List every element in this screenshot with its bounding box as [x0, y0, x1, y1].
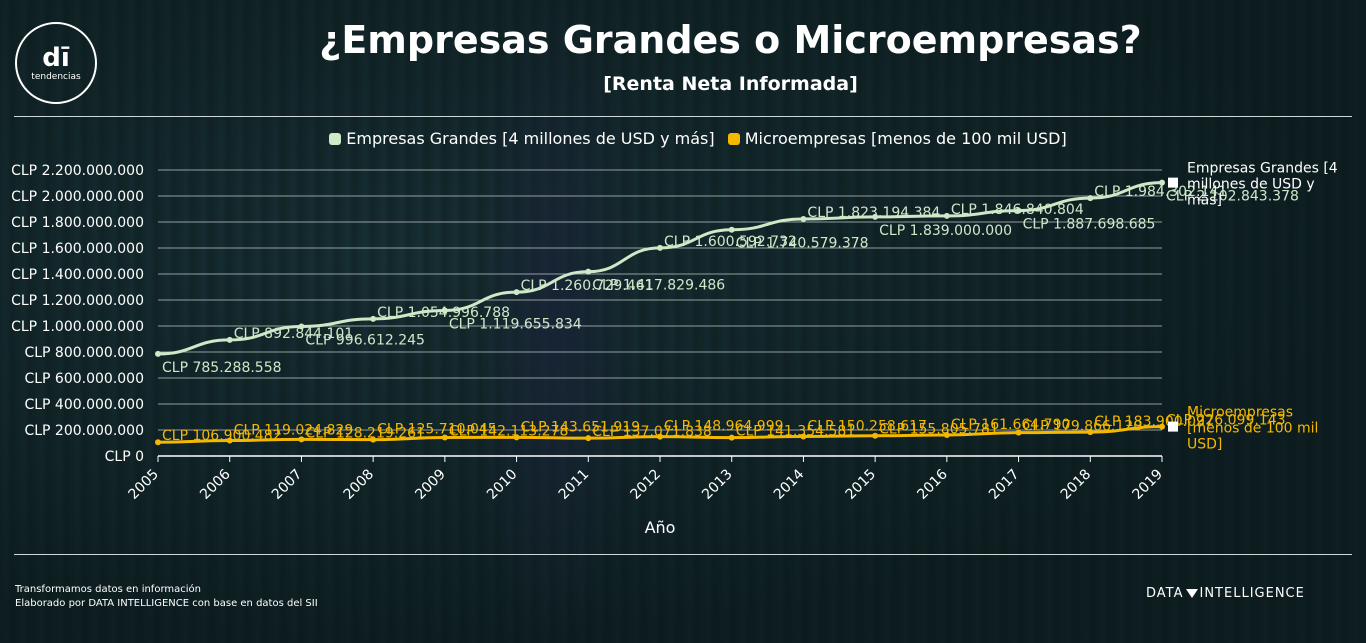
data-point [1087, 195, 1093, 201]
x-tick-label: 2016 [914, 466, 951, 503]
x-tick-label: 2018 [1058, 466, 1095, 503]
x-tick-label: 2012 [627, 466, 664, 503]
x-tick-label: 2013 [699, 466, 736, 503]
data-point [585, 269, 591, 275]
series-end-label: Microempresas [menos de 100 mil USD] [1187, 405, 1318, 453]
x-tick-label: 2017 [986, 466, 1023, 503]
series-end-marker [1168, 422, 1178, 432]
brand-left: DATA [1146, 586, 1184, 601]
data-point [370, 437, 376, 443]
x-tick-label: 2010 [484, 466, 521, 503]
y-tick-label: CLP 1.600.000.000 [11, 241, 144, 257]
data-point [514, 289, 520, 295]
y-tick-label: CLP 2.200.000.000 [11, 163, 144, 179]
data-point [442, 307, 448, 313]
data-point [800, 433, 806, 439]
data-point [657, 434, 663, 440]
x-tick-label: 2019 [1129, 466, 1166, 503]
data-label: CLP 1.887.698.685 [1023, 217, 1156, 233]
series-end-label-line: USD] [1187, 437, 1222, 453]
data-point [155, 351, 161, 357]
data-point [1016, 430, 1022, 436]
data-label: CLP 1.119.655.834 [449, 316, 582, 332]
series-end-label-line: [menos de 100 mil [1187, 421, 1318, 437]
y-tick-label: CLP 1.800.000.000 [11, 215, 144, 231]
footer-line-2: Elaborado por DATA INTELLIGENCE con base… [15, 597, 318, 611]
y-tick-label: CLP 1.000.000.000 [11, 319, 144, 335]
data-label: CLP 785.288.558 [162, 360, 282, 376]
data-point [370, 316, 376, 322]
y-tick-label: CLP 400.000.000 [24, 397, 144, 413]
data-point [585, 435, 591, 441]
data-label: CLP 1.740.579.378 [736, 236, 869, 252]
data-point [1159, 180, 1165, 186]
data-point [1087, 429, 1093, 435]
brand-right: INTELLIGENCE [1200, 586, 1305, 601]
data-point [442, 435, 448, 441]
x-tick-label: 2014 [771, 466, 808, 503]
series-end-label-line: millones de USD y [1187, 177, 1315, 193]
footer-notes: Transformamos datos en información Elabo… [15, 583, 318, 611]
data-point [514, 434, 520, 440]
x-tick-label: 2007 [269, 466, 306, 503]
series-end-label-line: Microempresas [1187, 405, 1293, 421]
y-tick-label: CLP 600.000.000 [24, 371, 144, 387]
data-label: CLP 1.417.829.486 [592, 278, 725, 294]
y-tick-label: CLP 1.200.000.000 [11, 293, 144, 309]
series-end-label-line: Empresas Grandes [4 [1187, 161, 1338, 177]
data-intelligence-logo: DATA INTELLIGENCE [1146, 586, 1305, 601]
x-tick-label: 2015 [843, 466, 880, 503]
data-point [657, 245, 663, 251]
data-point [298, 436, 304, 442]
series-end-label-line: más] [1187, 193, 1222, 209]
x-tick-label: 2008 [341, 466, 378, 503]
y-tick-label: CLP 200.000.000 [24, 423, 144, 439]
data-point [298, 323, 304, 329]
data-point [1159, 424, 1165, 430]
data-label: CLP 1.839.000.000 [879, 223, 1012, 239]
data-point [944, 213, 950, 219]
data-point [944, 432, 950, 438]
brand-hourglass-icon [1186, 589, 1198, 598]
footer-line-1: Transformamos datos en información [15, 583, 318, 597]
y-tick-label: CLP 0 [105, 449, 144, 465]
data-point [1016, 208, 1022, 214]
series-end-marker [1168, 178, 1178, 188]
x-tick-label: 2011 [556, 466, 593, 503]
y-tick-label: CLP 2.000.000.000 [11, 189, 144, 205]
data-point [800, 216, 806, 222]
data-point [227, 337, 233, 343]
x-tick-label: 2006 [197, 466, 234, 503]
data-point [729, 435, 735, 441]
x-axis-title: Año [645, 518, 676, 537]
data-point [872, 214, 878, 220]
y-tick-label: CLP 1.400.000.000 [11, 267, 144, 283]
x-tick-label: 2005 [125, 466, 162, 503]
data-label: CLP 996.612.245 [305, 332, 425, 348]
data-point [155, 439, 161, 445]
x-tick-label: 2009 [412, 466, 449, 503]
y-tick-label: CLP 800.000.000 [24, 345, 144, 361]
data-point [872, 433, 878, 439]
data-point [227, 438, 233, 444]
data-point [729, 227, 735, 233]
